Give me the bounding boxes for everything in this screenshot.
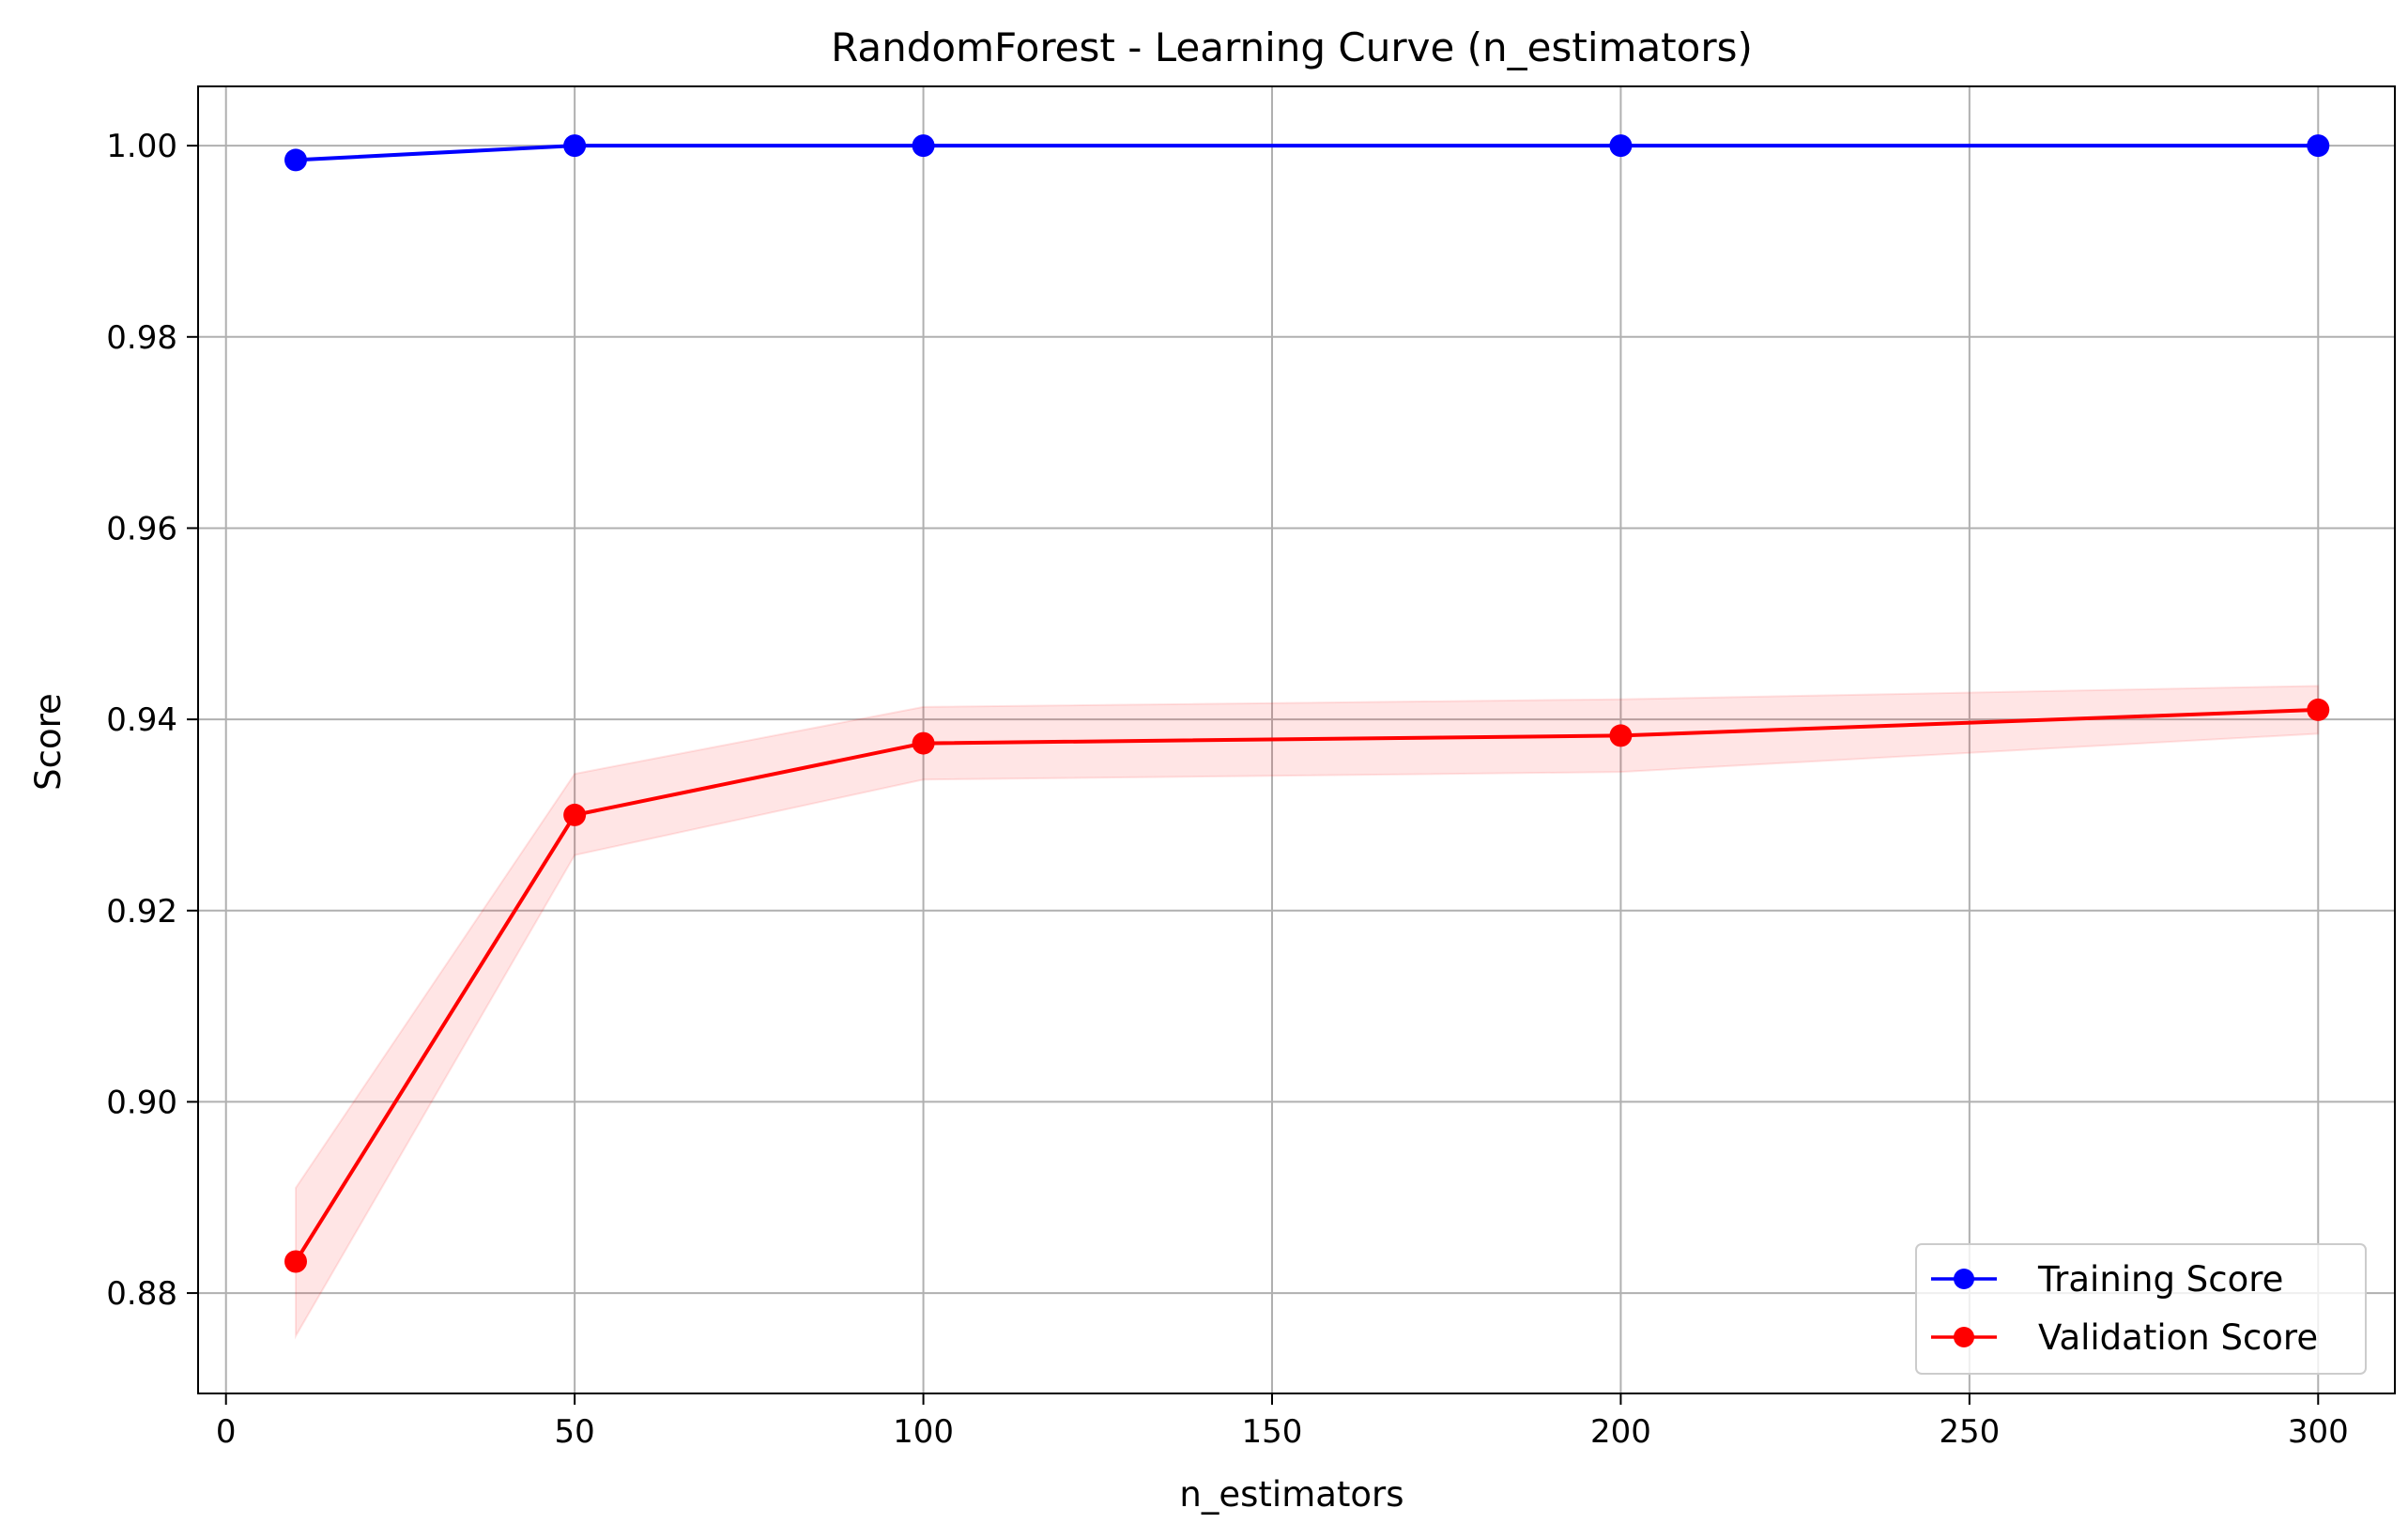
- x-tick-label: 50: [555, 1413, 595, 1451]
- training-score-point: [284, 148, 307, 172]
- x-tick-label: 300: [2288, 1413, 2349, 1451]
- y-tick-label: 0.94: [106, 701, 177, 739]
- legend-marker-training: [1954, 1269, 1974, 1289]
- chart-title: RandomForest - Learning Curve (n_estimat…: [831, 24, 1753, 70]
- validation-score-point: [284, 1250, 307, 1273]
- x-tick-label: 200: [1590, 1413, 1651, 1451]
- plot-area-frame: [197, 85, 2396, 1394]
- y-axis-ticks: 0.88 0.90 0.92 0.94 0.96 0.98 1.00: [106, 128, 198, 1313]
- legend-label-training: Training Score: [2037, 1259, 2283, 1300]
- x-tick-label: 250: [1939, 1413, 2000, 1451]
- validation-score-point: [563, 803, 587, 826]
- legend-label-validation: Validation Score: [2038, 1317, 2318, 1358]
- x-tick-label: 0: [216, 1413, 237, 1451]
- y-tick-label: 0.88: [106, 1275, 177, 1313]
- legend: Training Score Validation Score: [1915, 1243, 2367, 1375]
- validation-score-band: [295, 685, 2320, 1340]
- y-tick-label: 0.98: [106, 319, 177, 357]
- legend-marker-validation: [1954, 1327, 1974, 1347]
- training-score-point: [1609, 134, 1633, 158]
- training-score-point: [912, 134, 935, 158]
- series-points: [284, 134, 2330, 1273]
- validation-score-point: [2307, 698, 2330, 721]
- training-score-point: [2307, 134, 2330, 158]
- y-tick-label: 0.90: [106, 1084, 177, 1121]
- validation-score-point: [912, 731, 935, 755]
- x-tick-label: 100: [893, 1413, 954, 1451]
- x-axis-title: n_estimators: [1179, 1474, 1403, 1515]
- legend-box: [1915, 1243, 2367, 1375]
- x-tick-label: 150: [1242, 1413, 1303, 1451]
- training-score-point: [563, 134, 587, 158]
- x-axis-ticks: 0 50 100 150 200 250 300: [216, 1393, 2349, 1451]
- y-tick-label: 0.96: [106, 510, 177, 547]
- y-axis-title: Score: [28, 693, 69, 791]
- validation-score-point: [1609, 724, 1633, 747]
- y-tick-label: 1.00: [106, 128, 177, 165]
- y-tick-label: 0.92: [106, 893, 177, 931]
